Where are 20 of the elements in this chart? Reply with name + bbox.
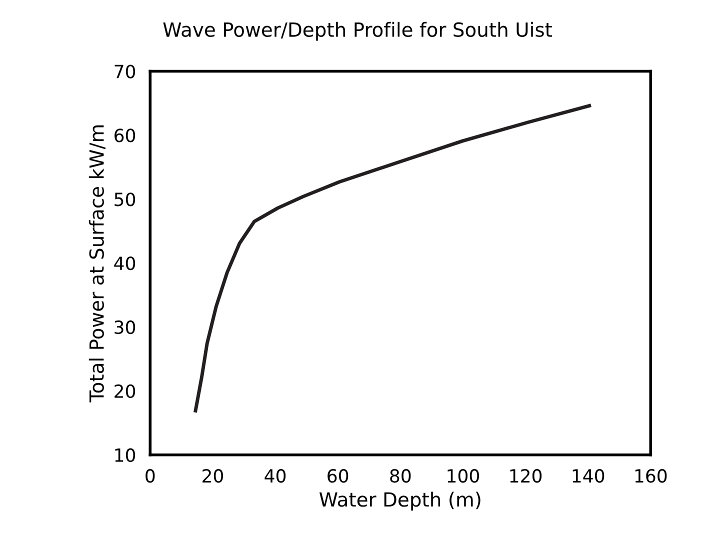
y-axis-title: Total Power at Surface kW/m [88,125,106,402]
y-tick-label: 50 [114,192,136,206]
x-tick-label: 100 [448,469,479,483]
x-tick-label: 40 [264,469,286,483]
x-tick-label: 60 [328,469,348,483]
y-tick-label: 30 [114,320,136,334]
chart-title: Wave Power/Depth Profile for South Uist [163,22,552,41]
x-tick-label: 20 [202,469,223,483]
line-series [194,104,592,412]
x-tick-label: 140 [572,469,604,483]
x-tick-label: 120 [510,469,542,483]
x-tick-label: 80 [390,469,411,483]
y-tick-label: 10 [115,448,136,462]
x-tick-label: 0 [146,469,155,483]
x-axis-title: Water Depth (m) [319,492,480,511]
y-tick-label: 20 [114,384,136,398]
y-tick-label: 60 [114,128,136,142]
y-tick-label: 70 [114,64,136,78]
x-tick-label: 160 [635,469,667,483]
y-tick-label: 40 [114,256,136,270]
